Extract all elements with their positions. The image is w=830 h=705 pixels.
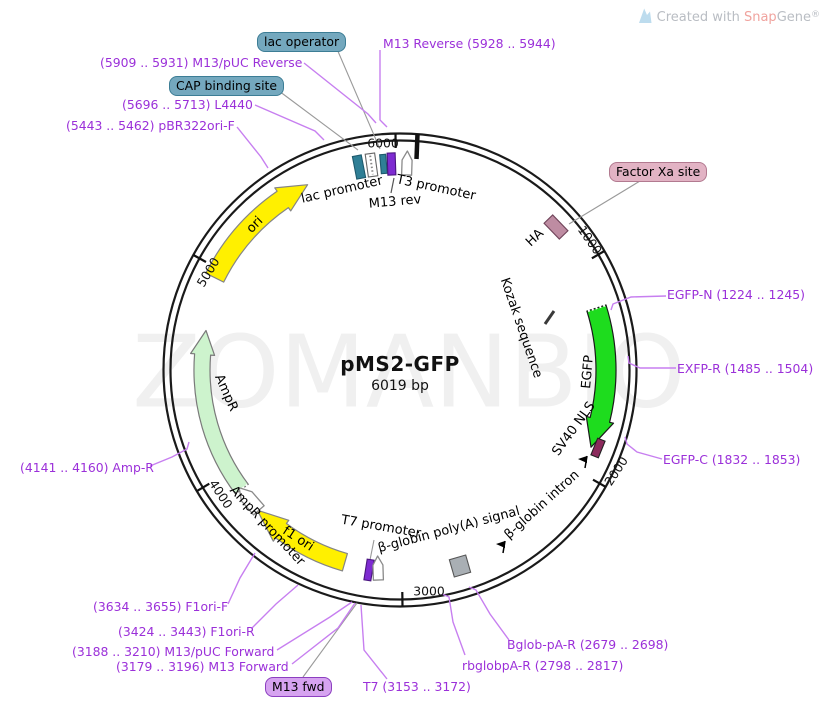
m13-rev-primer-feature [386, 152, 397, 176]
t3-promoter-arrow [400, 150, 413, 176]
plasmid-backbone-outer-ring [162, 132, 638, 608]
lac-promoter-box-feature [364, 152, 379, 178]
f1ori-f-leader [227, 552, 256, 605]
amp-r-leader [149, 441, 190, 467]
tick-5000 [192, 254, 207, 263]
m13-fwd-leader [302, 602, 358, 678]
sv40-nls-feature [590, 437, 606, 459]
EGFP-arrow-feature [585, 304, 617, 448]
tick-2000 [592, 478, 607, 488]
bglobin-intron-flag-b-flag-icon [496, 541, 505, 548]
f1-ori-arrow-feature [256, 509, 348, 572]
m13-puc-forward-leader [276, 601, 353, 651]
egfp-n-leader [610, 295, 667, 311]
f1ori-r-leader [251, 584, 299, 629]
cap-binding-site-leader [278, 90, 359, 151]
cap-binding-site-feature [351, 154, 367, 180]
tick-4000 [196, 482, 210, 493]
m13-reverse-leader [379, 50, 388, 128]
factor-xa-leader [568, 180, 641, 225]
lac-operator-box-feature [379, 153, 388, 175]
label-divider [390, 177, 395, 194]
ha-tag-feature [543, 214, 569, 240]
t7-leader [360, 604, 388, 680]
rbglobpa-r-leader [441, 593, 466, 656]
EGFP-hatched-end [587, 304, 606, 312]
pbr322ori-f-leader [236, 126, 269, 169]
bglob-pa-r-leader [468, 586, 510, 641]
bglobin-intron-flag-a-flag-icon [578, 456, 587, 463]
lac-operator-leader [336, 48, 381, 150]
egfp-c-leader [624, 436, 663, 460]
exfp-r-leader [627, 355, 676, 369]
lac-promoter-box-dots [369, 155, 374, 175]
tick-1000 [591, 250, 605, 260]
l4440-leader [254, 104, 325, 141]
bglobin-polya-box-feature [448, 554, 472, 578]
m13-forward-leader [291, 602, 356, 665]
ori-arrow-feature [205, 184, 309, 283]
plasmid-backbone-inner-ring [169, 139, 631, 601]
AmpR-arrow-feature [190, 329, 249, 495]
origin-marker [414, 133, 420, 160]
ampr-promoter-arrow [238, 487, 265, 516]
t7-promoter-leader [369, 539, 375, 561]
m13-puc-reverse-leader [303, 62, 377, 124]
kozak-sequence-marker [543, 310, 556, 325]
t7-promoter-arrow [372, 555, 385, 581]
